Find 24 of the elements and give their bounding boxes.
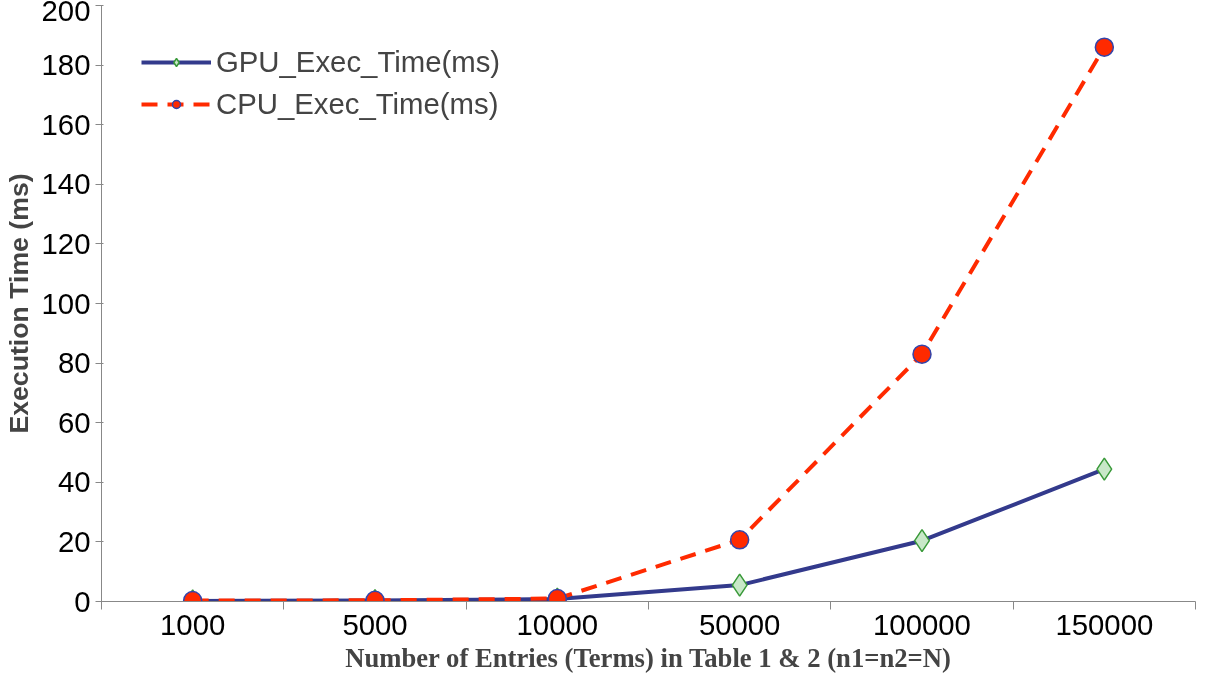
y-tick-label: 80 (57, 346, 91, 380)
y-tick-label: 140 (41, 167, 91, 201)
x-tick-label: 1000 (160, 607, 226, 641)
y-tick-label: 20 (57, 524, 91, 558)
x-tick-label: 50000 (698, 607, 781, 641)
point (912, 344, 932, 364)
x-tick-label: 10000 (516, 607, 599, 641)
y-tick-label: 100 (41, 286, 91, 320)
y-tick-label: 200 (41, 0, 91, 27)
y-tick-label: 160 (41, 107, 91, 141)
y-tick-label: 60 (57, 405, 91, 439)
point (1094, 37, 1115, 57)
x-tick-label: 100000 (873, 607, 971, 641)
y-tick-label: 0 (74, 584, 91, 618)
x-tick-label: 5000 (342, 607, 408, 641)
y-axis-title: Execution Time (ms) (3, 173, 34, 434)
legend-label: GPU_Exec_Time(ms) (216, 45, 501, 79)
y-tick-label: 120 (41, 226, 91, 260)
point (729, 530, 750, 550)
y-tick-label: 40 (57, 465, 91, 499)
x-tick-label: 150000 (1055, 607, 1154, 641)
y-tick-label: 180 (41, 48, 91, 82)
x-axis-title: Number of Entries (Terms) in Table 1 & 2 (n1=n2=N) (345, 642, 951, 673)
legend-label: CPU_Exec_Time(ms) (216, 87, 499, 121)
